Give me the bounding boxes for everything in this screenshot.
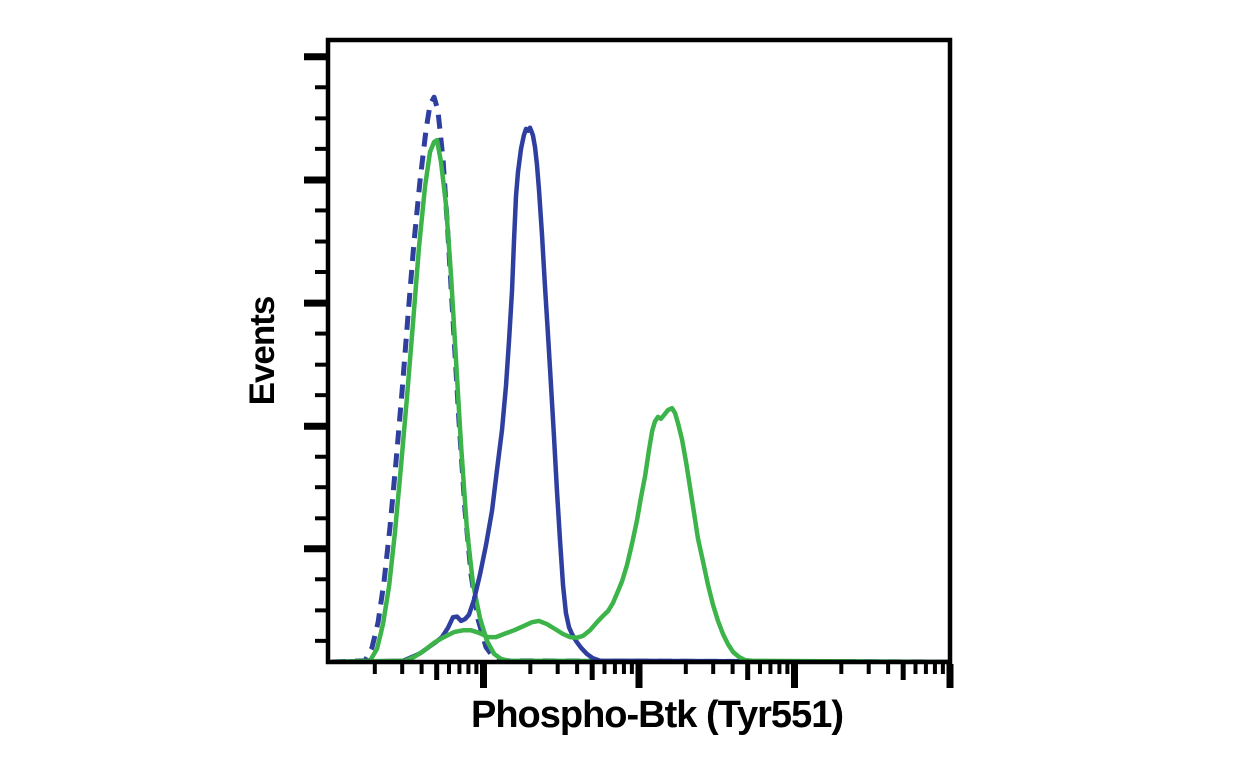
x-axis-ticks: [372, 664, 954, 688]
curve-green-broad-right-peak: [330, 405, 948, 663]
plot-area-border: [325, 37, 953, 665]
x-axis-label: Phospho-Btk (Tyr551): [471, 694, 843, 736]
curve-blue-dashed-narrow-left-peak: [331, 94, 948, 663]
y-axis-label: Events: [243, 296, 282, 405]
y-axis-ticks: [304, 53, 326, 643]
curve-green-narrow-left-peak: [330, 137, 948, 663]
curve-blue-solid-middle-peak: [330, 125, 948, 663]
histogram-curves: [330, 94, 948, 663]
